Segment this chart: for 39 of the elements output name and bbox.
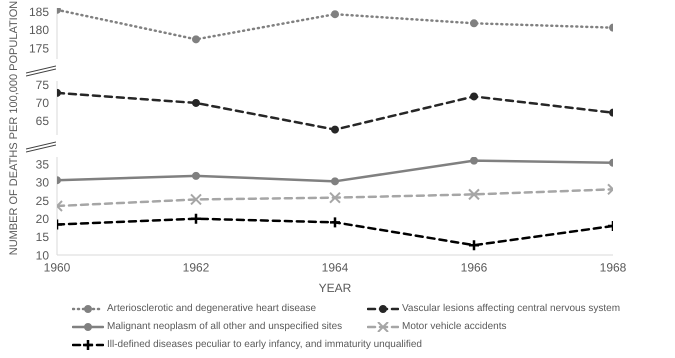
y-tick-label: 175: [28, 41, 50, 56]
point: [331, 177, 339, 186]
x-tick-label: 1962: [182, 260, 210, 275]
point: [328, 216, 342, 229]
point: [468, 238, 480, 252]
x-tick-label: 1964: [322, 260, 349, 275]
point: [331, 10, 339, 18]
y-axis-title: NUMBER OF DEATHS PER 100,000 POPULATION: [8, 0, 20, 256]
legend-label: Malignant neoplasm of all other and unspecified sites: [107, 321, 342, 332]
point: [468, 188, 480, 200]
y-tick-label: 75: [36, 78, 50, 92]
legend-label: Vascular lesions affecting central nervous system: [402, 303, 620, 314]
point: [192, 172, 200, 180]
point: [470, 19, 478, 28]
y-tick-label: 65: [36, 114, 50, 128]
y-tick-label: 185: [28, 4, 50, 19]
y-tick-label: 10: [36, 248, 50, 262]
y-tick-label: 25: [36, 194, 50, 208]
y-tick-label: 15: [36, 230, 50, 244]
point: [470, 92, 478, 100]
x-tick-label: 1966: [460, 260, 488, 275]
legend-label: Motor vehicle accidents: [402, 321, 506, 332]
legend-label: Ill-defined diseases peculiar to early infancy, and immaturity unqualified: [107, 339, 422, 350]
point: [190, 193, 202, 206]
point: [192, 35, 200, 44]
x-tick-label: 1968: [600, 260, 627, 275]
y-tick-label: 180: [28, 23, 50, 38]
point: [192, 98, 200, 107]
point: [470, 157, 478, 165]
legend-label: Arteriosclerotic and degenerative heart disease: [107, 303, 316, 314]
point: [331, 126, 339, 134]
y-tick-label: 30: [36, 176, 50, 190]
y-tick-label: 35: [36, 158, 50, 172]
x-tick-label: 1960: [44, 260, 71, 275]
y-tick-label: 70: [36, 96, 50, 110]
point: [329, 192, 341, 204]
point: [190, 212, 202, 225]
x-axis-title: YEAR: [318, 281, 352, 295]
y-tick-label: 20: [36, 212, 50, 226]
